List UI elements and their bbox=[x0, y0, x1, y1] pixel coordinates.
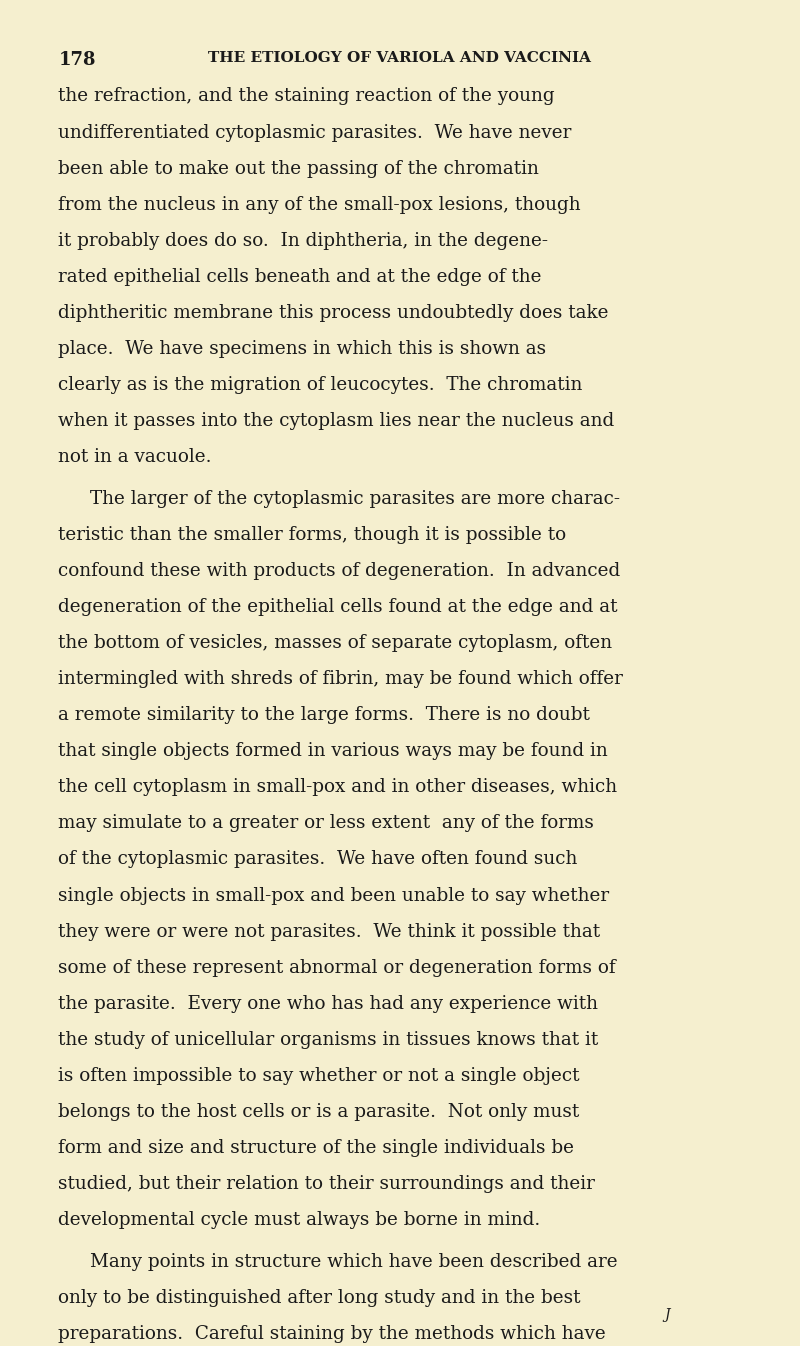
Text: the parasite.  Every one who has had any experience with: the parasite. Every one who has had any … bbox=[58, 995, 598, 1012]
Text: the bottom of vesicles, masses of separate cytoplasm, often: the bottom of vesicles, masses of separa… bbox=[58, 634, 613, 651]
Text: a remote similarity to the large forms.  There is no doubt: a remote similarity to the large forms. … bbox=[58, 707, 590, 724]
Text: developmental cycle must always be borne in mind.: developmental cycle must always be borne… bbox=[58, 1211, 541, 1229]
Text: is often impossible to say whether or not a single object: is often impossible to say whether or no… bbox=[58, 1067, 580, 1085]
Text: THE ETIOLOGY OF VARIOLA AND VACCINIA: THE ETIOLOGY OF VARIOLA AND VACCINIA bbox=[209, 51, 591, 65]
Text: some of these represent abnormal or degeneration forms of: some of these represent abnormal or dege… bbox=[58, 958, 616, 977]
Text: The larger of the cytoplasmic parasites are more charac-: The larger of the cytoplasmic parasites … bbox=[90, 490, 621, 507]
Text: rated epithelial cells beneath and at the edge of the: rated epithelial cells beneath and at th… bbox=[58, 268, 542, 285]
Text: 178: 178 bbox=[58, 51, 96, 69]
Text: only to be distinguished after long study and in the best: only to be distinguished after long stud… bbox=[58, 1288, 581, 1307]
Text: confound these with products of degeneration.  In advanced: confound these with products of degenera… bbox=[58, 561, 621, 580]
Text: may simulate to a greater or less extent  any of the forms: may simulate to a greater or less extent… bbox=[58, 814, 594, 832]
Text: that single objects formed in various ways may be found in: that single objects formed in various wa… bbox=[58, 742, 608, 760]
Text: form and size and structure of the single individuals be: form and size and structure of the singl… bbox=[58, 1139, 574, 1158]
Text: preparations.  Careful staining by the methods which have: preparations. Careful staining by the me… bbox=[58, 1324, 606, 1343]
Text: Many points in structure which have been described are: Many points in structure which have been… bbox=[90, 1253, 618, 1271]
Text: degeneration of the epithelial cells found at the edge and at: degeneration of the epithelial cells fou… bbox=[58, 598, 618, 616]
Text: belongs to the host cells or is a parasite.  Not only must: belongs to the host cells or is a parasi… bbox=[58, 1102, 580, 1121]
Text: of the cytoplasmic parasites.  We have often found such: of the cytoplasmic parasites. We have of… bbox=[58, 851, 578, 868]
Text: intermingled with shreds of fibrin, may be found which offer: intermingled with shreds of fibrin, may … bbox=[58, 670, 623, 688]
Text: clearly as is the migration of leucocytes.  The chromatin: clearly as is the migration of leucocyte… bbox=[58, 376, 582, 394]
Text: when it passes into the cytoplasm lies near the nucleus and: when it passes into the cytoplasm lies n… bbox=[58, 412, 614, 431]
Text: diphtheritic membrane this process undoubtedly does take: diphtheritic membrane this process undou… bbox=[58, 304, 609, 322]
Text: studied, but their relation to their surroundings and their: studied, but their relation to their sur… bbox=[58, 1175, 595, 1193]
Text: not in a vacuole.: not in a vacuole. bbox=[58, 448, 212, 466]
Text: from the nucleus in any of the small-pox lesions, though: from the nucleus in any of the small-pox… bbox=[58, 195, 581, 214]
Text: the cell cytoplasm in small-pox and in other diseases, which: the cell cytoplasm in small-pox and in o… bbox=[58, 778, 618, 797]
Text: undifferentiated cytoplasmic parasites.  We have never: undifferentiated cytoplasmic parasites. … bbox=[58, 124, 572, 141]
Text: the refraction, and the staining reaction of the young: the refraction, and the staining reactio… bbox=[58, 87, 555, 105]
Text: single objects in small-pox and been unable to say whether: single objects in small-pox and been una… bbox=[58, 887, 610, 905]
Text: they were or were not parasites.  We think it possible that: they were or were not parasites. We thin… bbox=[58, 922, 601, 941]
Text: the study of unicellular organisms in tissues knows that it: the study of unicellular organisms in ti… bbox=[58, 1031, 598, 1049]
Text: teristic than the smaller forms, though it is possible to: teristic than the smaller forms, though … bbox=[58, 526, 566, 544]
Text: it probably does do so.  In diphtheria, in the degene-: it probably does do so. In diphtheria, i… bbox=[58, 232, 549, 250]
Text: J: J bbox=[664, 1308, 670, 1322]
Text: place.  We have specimens in which this is shown as: place. We have specimens in which this i… bbox=[58, 341, 546, 358]
Text: been able to make out the passing of the chromatin: been able to make out the passing of the… bbox=[58, 160, 539, 178]
